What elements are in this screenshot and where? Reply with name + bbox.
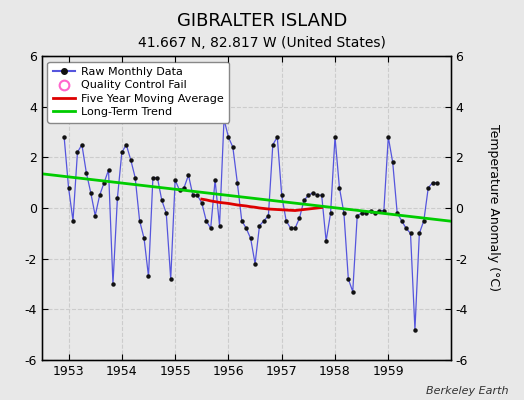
Text: 41.667 N, 82.817 W (United States): 41.667 N, 82.817 W (United States) xyxy=(138,36,386,50)
Text: GIBRALTER ISLAND: GIBRALTER ISLAND xyxy=(177,12,347,30)
Y-axis label: Temperature Anomaly (°C): Temperature Anomaly (°C) xyxy=(487,124,500,292)
Legend: Raw Monthly Data, Quality Control Fail, Five Year Moving Average, Long-Term Tren: Raw Monthly Data, Quality Control Fail, … xyxy=(48,62,229,123)
Text: Berkeley Earth: Berkeley Earth xyxy=(426,386,508,396)
